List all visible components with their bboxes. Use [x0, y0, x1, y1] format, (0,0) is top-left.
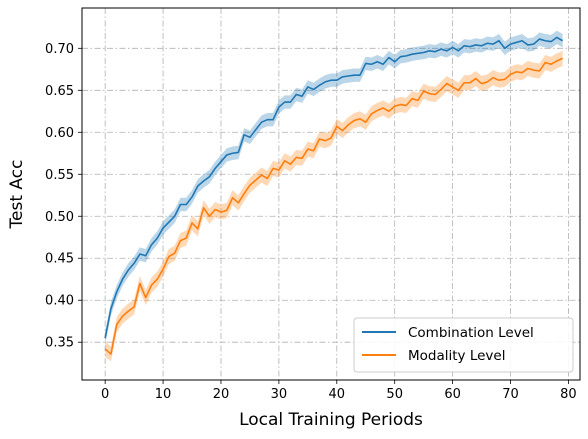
x-tick-label-30: 30	[271, 387, 288, 402]
legend: Combination Level Modality Level	[353, 317, 574, 373]
y-tick-label-0.55: 0.55	[45, 168, 74, 183]
y-tick-label-0.70: 0.70	[45, 42, 74, 57]
y-tick-label-0.40: 0.40	[45, 294, 74, 309]
legend-box	[353, 317, 574, 373]
series-line-modality-level	[104, 57, 563, 355]
axis-ticks: 0 10 20 30 40 50 60 70 80 0.35 0.40 0.45 0.50 0.55 0.6…	[45, 42, 577, 402]
y-axis-title: Test Acc	[7, 160, 27, 230]
x-tick-label-40: 40	[329, 387, 346, 402]
legend-label-modality-level: Modality Level	[408, 348, 505, 364]
y-tick-label-0.45: 0.45	[45, 252, 74, 267]
x-tick-label-20: 20	[213, 387, 230, 402]
x-tick-label-50: 50	[386, 387, 403, 402]
plot-area-frame	[81, 7, 581, 381]
y-tick-label-0.35: 0.35	[45, 336, 74, 351]
legend-label-combination-level: Combination Level	[408, 325, 534, 341]
x-tick-label-70: 70	[502, 387, 519, 402]
x-tick-label-10: 10	[155, 387, 172, 402]
y-tick-label-0.50: 0.50	[45, 210, 74, 225]
y-tick-label-0.60: 0.60	[45, 126, 74, 141]
y-tick-label-0.65: 0.65	[45, 84, 74, 99]
x-tick-label-60: 60	[444, 387, 461, 402]
x-axis-title: Local Training Periods	[239, 410, 423, 430]
series-line-combination-level	[104, 36, 564, 339]
series-lines	[104, 36, 564, 355]
x-tick-label-0: 0	[101, 387, 109, 402]
x-tick-label-80: 80	[560, 387, 577, 402]
